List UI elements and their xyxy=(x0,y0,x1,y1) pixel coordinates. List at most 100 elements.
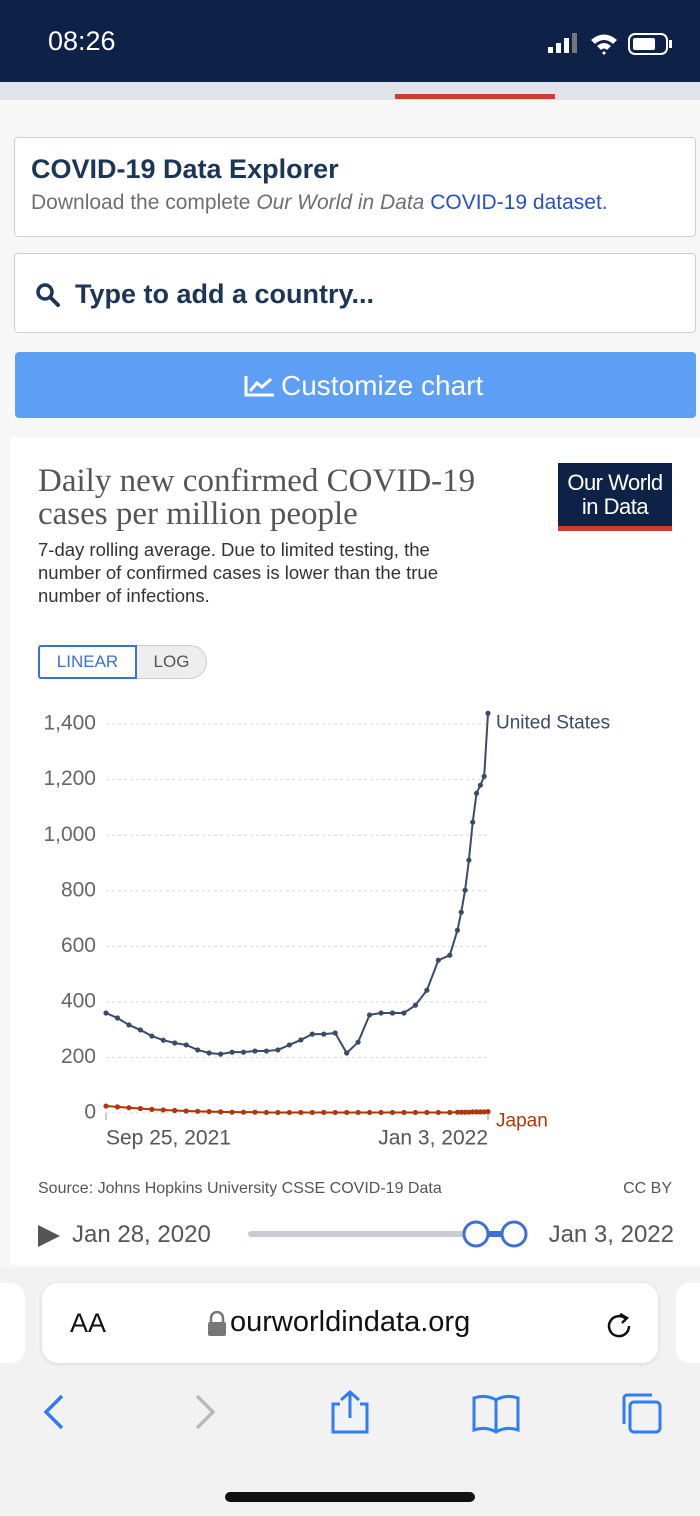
logo-line: in Data xyxy=(581,494,649,519)
point xyxy=(454,1109,461,1115)
point xyxy=(401,1109,407,1116)
timeline-end: Jan 3, 2022 xyxy=(548,1221,674,1248)
chart-card: Daily new confirmed COVID-19 cases per m… xyxy=(10,437,700,1265)
point xyxy=(366,1012,373,1018)
browser-bar: AA ourworldindata.org xyxy=(0,1268,700,1516)
share[interactable] xyxy=(331,1389,369,1434)
point xyxy=(389,1010,396,1016)
customize-label: Customize chart xyxy=(281,370,484,401)
point xyxy=(458,1109,464,1115)
search-placeholder: Type to add a country... xyxy=(75,279,375,309)
play-button[interactable] xyxy=(36,1223,62,1249)
dataset-link[interactable]: COVID-19 dataset. xyxy=(430,191,608,214)
prev-tab[interactable] xyxy=(0,1283,25,1363)
text-size-button[interactable]: AA xyxy=(70,1308,107,1338)
point xyxy=(466,1109,472,1115)
point xyxy=(447,1109,453,1116)
point xyxy=(332,1109,338,1116)
point xyxy=(126,1105,132,1111)
point xyxy=(137,1027,143,1033)
point xyxy=(252,1048,258,1054)
point xyxy=(424,987,430,993)
log-toggle[interactable]: LOG xyxy=(137,645,207,679)
point xyxy=(286,1109,292,1116)
nav-strip xyxy=(0,82,700,100)
point xyxy=(126,1022,132,1028)
back[interactable] xyxy=(43,1394,64,1430)
timeline-start: Jan 28, 2020 xyxy=(72,1221,211,1248)
source: Source: Johns Hopkins University CSSE CO… xyxy=(38,1180,442,1197)
point xyxy=(103,1103,109,1109)
search-icon xyxy=(36,283,60,307)
point xyxy=(275,1109,281,1116)
clock: 08:26 xyxy=(48,26,116,56)
point xyxy=(389,1109,396,1116)
point xyxy=(183,1042,189,1048)
point xyxy=(473,1109,480,1115)
y-tick-label: 1,400 xyxy=(43,712,96,735)
point xyxy=(401,1010,407,1016)
point xyxy=(481,773,487,779)
customize-button[interactable]: Customize chart xyxy=(15,352,696,418)
point xyxy=(149,1106,155,1112)
point xyxy=(477,782,483,788)
point xyxy=(229,1049,235,1055)
point xyxy=(114,1104,121,1110)
point xyxy=(344,1109,350,1116)
point xyxy=(206,1109,212,1115)
owid-logo[interactable]: Our World in Data xyxy=(558,463,672,531)
point xyxy=(447,952,453,958)
point xyxy=(321,1109,327,1116)
url-pill[interactable]: AA ourworldindata.org xyxy=(42,1283,658,1363)
point xyxy=(470,1109,476,1115)
y-tick-label: 800 xyxy=(61,878,96,901)
lock-icon xyxy=(208,1311,226,1336)
bookmarks[interactable] xyxy=(472,1394,520,1434)
y-tick-label: 600 xyxy=(61,934,96,957)
point xyxy=(240,1109,247,1115)
point xyxy=(481,1109,487,1115)
timeline-slider[interactable] xyxy=(246,1219,536,1249)
point xyxy=(321,1031,327,1037)
license: CC BY xyxy=(623,1180,672,1197)
point xyxy=(473,790,480,796)
header-subtitle: Download the complete Our World in Data … xyxy=(31,191,608,215)
point xyxy=(183,1108,189,1114)
y-tick-label: 0 xyxy=(84,1101,96,1124)
linear-toggle[interactable]: LINEAR xyxy=(38,645,137,679)
point xyxy=(275,1047,281,1053)
forward[interactable] xyxy=(195,1394,216,1430)
point xyxy=(137,1105,143,1112)
point xyxy=(344,1050,350,1056)
status-icons xyxy=(548,33,672,55)
search-box[interactable]: Type to add a country... xyxy=(14,253,696,333)
point xyxy=(412,1002,419,1008)
point xyxy=(229,1109,235,1115)
point xyxy=(462,1109,468,1115)
nav-icons xyxy=(43,1389,662,1434)
point xyxy=(485,1109,491,1115)
y-tick-label: 200 xyxy=(61,1045,96,1068)
point xyxy=(355,1039,361,1045)
point xyxy=(195,1108,201,1114)
point xyxy=(332,1030,338,1036)
point xyxy=(458,909,464,915)
point xyxy=(378,1109,384,1116)
point xyxy=(149,1033,155,1039)
point xyxy=(114,1015,121,1021)
reload-icon[interactable] xyxy=(604,1310,634,1340)
point xyxy=(298,1037,304,1043)
next-tab[interactable] xyxy=(676,1283,700,1363)
point xyxy=(160,1107,166,1113)
point xyxy=(172,1040,178,1046)
point xyxy=(454,927,461,933)
tabs[interactable] xyxy=(628,1400,662,1434)
point xyxy=(195,1047,201,1053)
series-line xyxy=(105,713,489,1056)
subtitle-italic: Our World in Data xyxy=(256,191,425,214)
point xyxy=(485,710,491,716)
point xyxy=(263,1109,270,1116)
point xyxy=(424,1109,430,1116)
active-indicator xyxy=(395,94,555,99)
